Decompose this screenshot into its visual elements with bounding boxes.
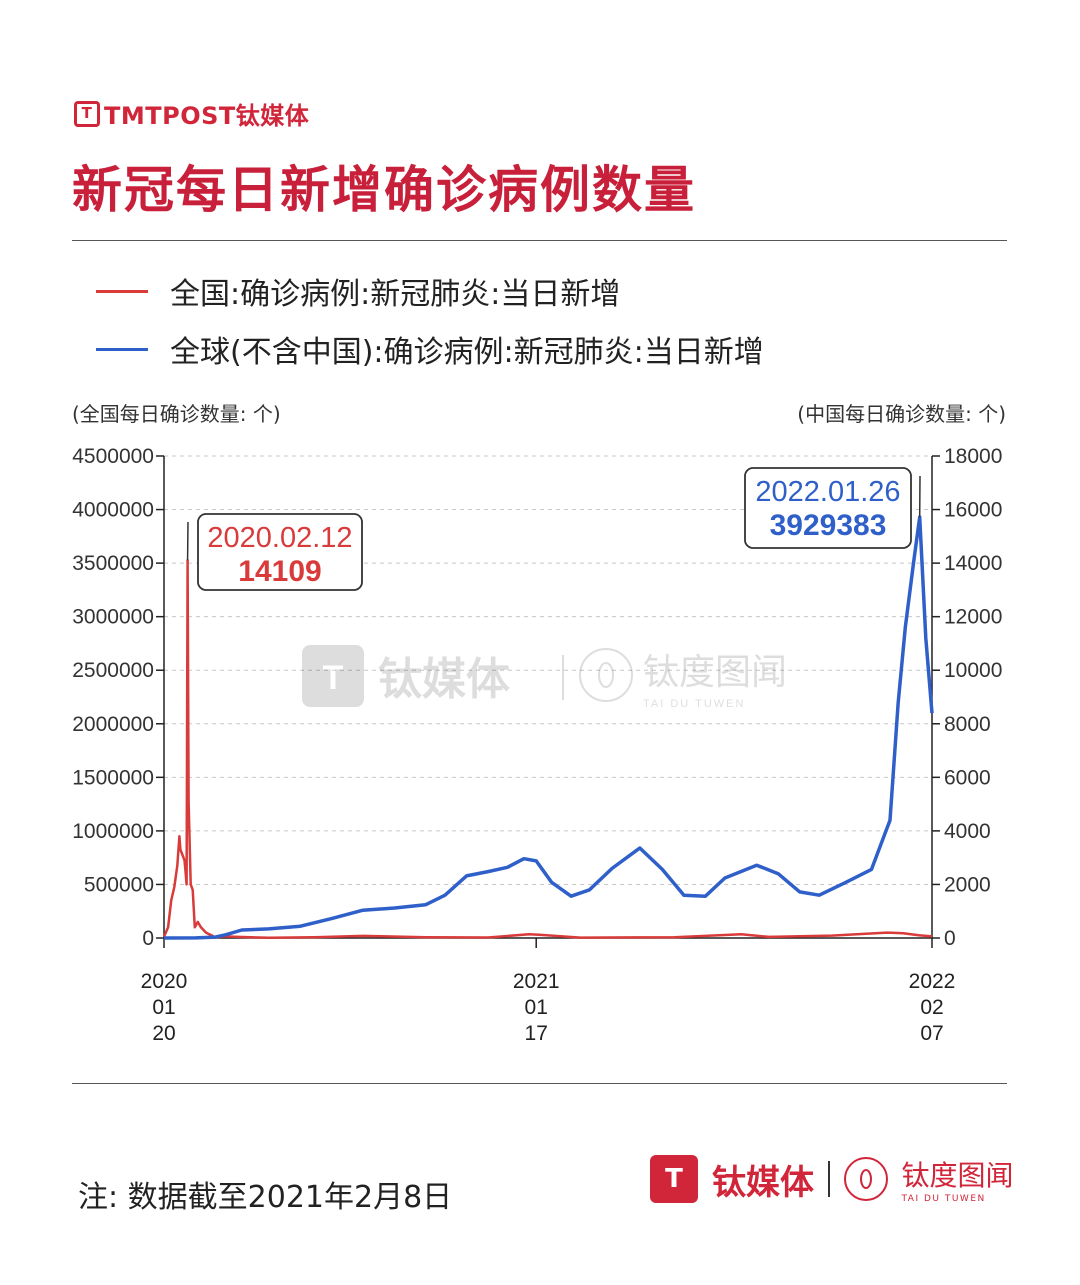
right-tick-label: 2000 [944,873,991,896]
left-tick-label: 1500000 [72,766,154,789]
legend-label-china: 全国:确诊病例:新冠肺炎:当日新增 [170,277,621,312]
left-tick-label: 2000000 [72,713,154,736]
right-tick-label: 16000 [944,499,1002,522]
right-axis-unit: (中国每日确诊数量: 个) [797,402,1006,426]
chart-title: 新冠每日新增确诊病例数量 [72,161,696,219]
footer-name: 钛媒体 [712,1162,814,1203]
x-tick-label: 2021 [513,970,560,993]
footnote: 注: 数据截至2021年2月8日 [78,1180,453,1215]
left-axis-unit: (全国每日确诊数量: 个) [72,402,281,426]
footer-logos: T 钛媒体 钛度图闻 TAI DU TUWEN [650,1154,1014,1204]
footer-divider [72,1083,1007,1084]
x-tick-label: 2022 [909,970,956,993]
footer-eye-pupil-icon [859,1169,872,1189]
footer-sub-en: TAI DU TUWEN [901,1194,986,1204]
footer-eye-icon [843,1157,888,1201]
china-daily-line [162,558,933,939]
global-daily-line [163,515,934,940]
tmtpost-logo: T TMTPOST钛媒体 [74,96,309,131]
grid-lines [164,455,932,885]
legend: 全国:确诊病例:新冠肺炎:当日新增 全球(不含中国):确诊病例:新冠肺炎:当日新… [96,262,764,378]
watermark-eye-pupil-icon [598,662,614,688]
left-tick-label: 1000000 [72,820,154,843]
left-tick-label: 2500000 [72,659,154,682]
callout-value: 14109 [238,555,321,588]
left-tick-label: 0 [142,927,154,950]
title-divider [72,240,1007,241]
watermark-sub: 钛度图闻 [643,652,787,693]
left-tick-label: 4000000 [72,499,154,522]
callout-box [744,467,912,549]
footer-badge-icon: T [650,1155,698,1203]
legend-item-global: 全球(不含中国):确诊病例:新冠肺炎:当日新增 [96,320,764,378]
tmtpost-logo-text: TMTPOST钛媒体 [104,102,310,130]
tmtpost-mark-icon: T [74,100,100,127]
right-tick-label: 8000 [944,713,991,736]
watermark-badge-icon [302,645,364,707]
left-tick-label: 4500000 [72,445,154,468]
right-tick-label: 18000 [944,445,1002,468]
legend-label-global: 全球(不含中国):确诊病例:新冠肺炎:当日新增 [170,335,764,370]
x-tick-label: 01 [152,996,175,1019]
watermark-sub-en: TAI DU TUWEN [643,698,745,710]
legend-swatch-china [96,289,148,293]
callout-box [197,513,363,591]
footer-sub: 钛度图闻 [901,1159,1014,1192]
right-tick-label: 14000 [944,552,1002,575]
left-tick-label: 3000000 [72,606,154,629]
series-lines [162,515,934,940]
footer-separator [828,1161,830,1197]
right-tick-label: 4000 [944,820,991,843]
right-tick-label: 0 [944,927,956,950]
legend-swatch-global [96,347,148,351]
x-tick-label: 20 [152,1022,175,1045]
axes: 0 0 500000 2000 1000000 4000 1500000 6000 200000… [72,445,1002,1045]
right-tick-label: 12000 [944,606,1002,629]
watermark-eye-icon [579,648,633,702]
right-tick-label: 6000 [944,766,991,789]
left-tick-label: 3500000 [72,552,154,575]
callout-date: 2020.02.12 [207,522,352,554]
x-tick-label: 01 [525,996,548,1019]
right-tick-label: 10000 [944,659,1002,682]
footer-sub-block: 钛度图闻 TAI DU TUWEN [902,1154,1014,1204]
watermark-name: 钛媒体 [378,654,510,705]
callout-value: 3929383 [770,509,887,542]
callout-date: 2022.01.26 [755,476,900,508]
watermark: T 钛媒体 钛度图闻 TAI DU TUWEN [302,645,787,710]
x-tick-label: 02 [920,996,943,1019]
x-tick-label: 17 [525,1022,548,1045]
watermark-badge-letter: T [323,659,344,697]
legend-item-china: 全国:确诊病例:新冠肺炎:当日新增 [96,262,764,320]
x-tick-label: 2020 [141,970,188,993]
left-tick-label: 500000 [84,873,154,896]
x-tick-label: 07 [920,1022,943,1045]
